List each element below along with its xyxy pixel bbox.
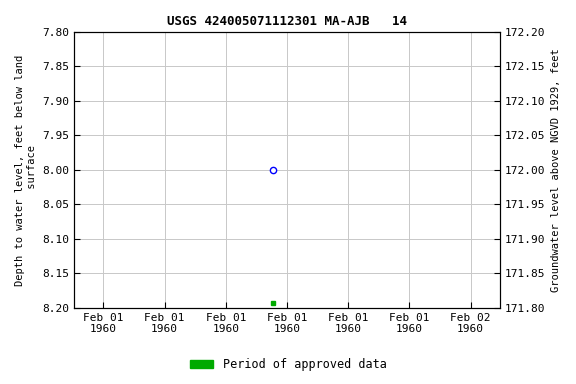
Y-axis label: Depth to water level, feet below land
 surface: Depth to water level, feet below land su… bbox=[15, 55, 37, 286]
Title: USGS 424005071112301 MA-AJB   14: USGS 424005071112301 MA-AJB 14 bbox=[167, 15, 407, 28]
Y-axis label: Groundwater level above NGVD 1929, feet: Groundwater level above NGVD 1929, feet bbox=[551, 48, 561, 292]
Legend: Period of approved data: Period of approved data bbox=[185, 354, 391, 376]
